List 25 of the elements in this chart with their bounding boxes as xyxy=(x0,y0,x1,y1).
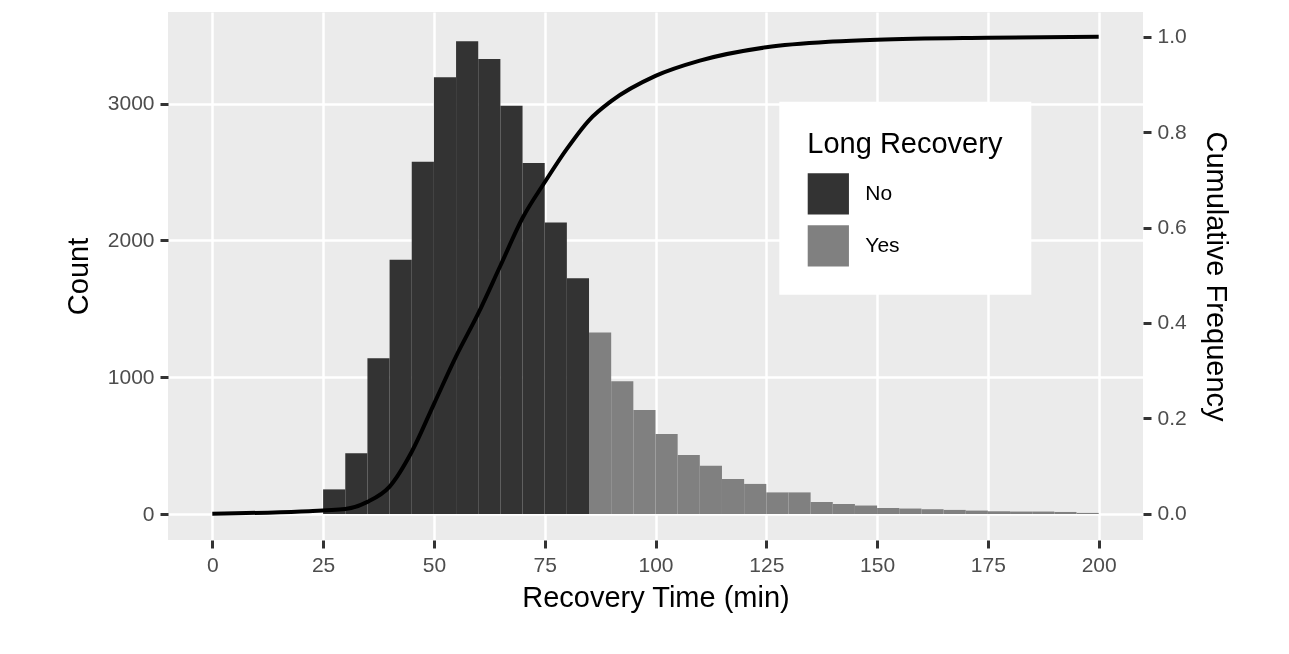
x-tick-label: 50 xyxy=(422,552,447,576)
y2-tick-label: 0.2 xyxy=(1157,405,1187,429)
y2-tick-label: 0.8 xyxy=(1157,119,1187,143)
x-tick-label: 150 xyxy=(860,552,896,576)
y2-tick-label: 0.0 xyxy=(1157,501,1187,525)
x-tick-label: 175 xyxy=(970,552,1006,576)
legend-title: Long Recovery xyxy=(807,126,1003,159)
y2-tick-label: 0.4 xyxy=(1157,310,1188,334)
legend-label: Yes xyxy=(865,232,900,256)
legend-label: No xyxy=(865,180,893,204)
x-tick-label: 0 xyxy=(206,552,219,576)
x-tick-label: 200 xyxy=(1081,552,1117,576)
y-tick-label: 2000 xyxy=(107,227,155,251)
y-tick-label: 1000 xyxy=(107,364,155,388)
y2-axis-title: Cumulative Frequency xyxy=(1200,131,1233,423)
x-tick-label: 100 xyxy=(638,552,674,576)
x-tick-label: 125 xyxy=(749,552,785,576)
x-tick-label: 25 xyxy=(311,552,336,576)
x-tick-label: 75 xyxy=(533,552,557,576)
y-tick-label: 0 xyxy=(142,501,155,525)
y2-tick-label: 1.0 xyxy=(1157,24,1187,48)
y-axis-title: Count xyxy=(61,237,94,316)
y2-tick-label: 0.6 xyxy=(1157,215,1187,239)
x-axis-title: Recovery Time (min) xyxy=(522,580,790,613)
y-tick-label: 3000 xyxy=(107,91,155,115)
